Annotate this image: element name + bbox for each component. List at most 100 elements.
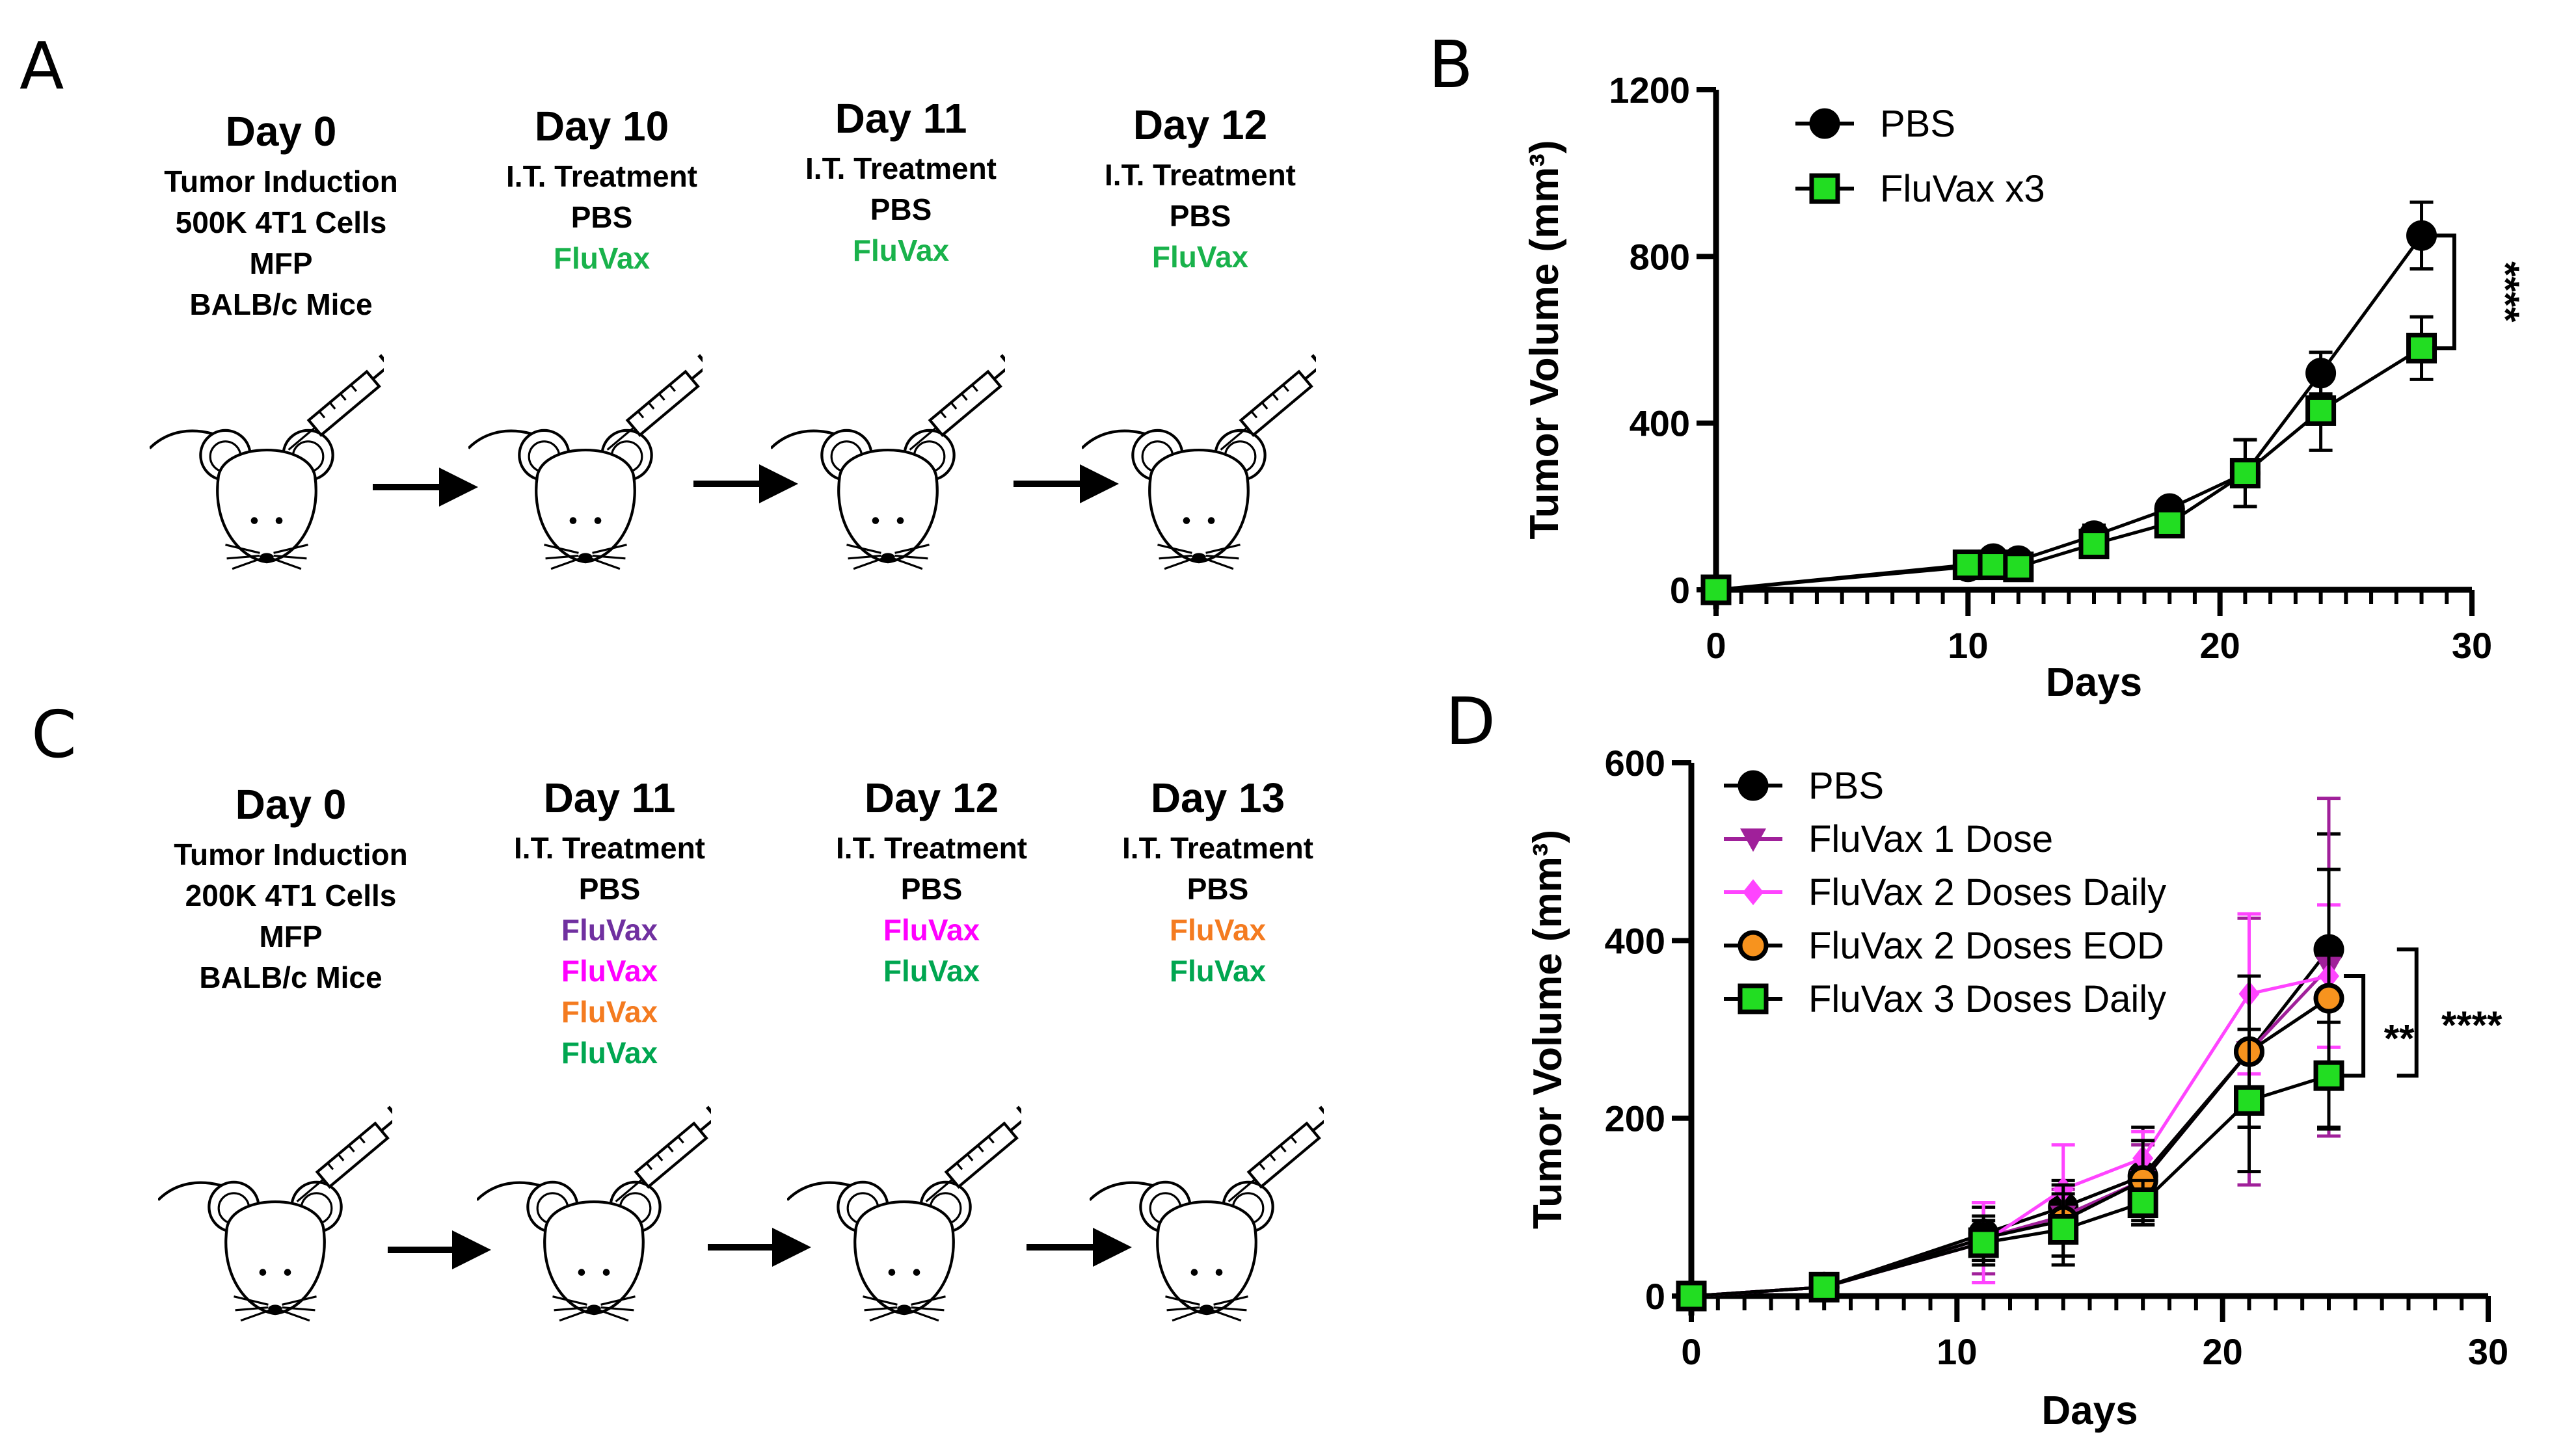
timeline-line: PBS	[1169, 199, 1231, 233]
x-tick-label: 20	[2200, 625, 2240, 666]
square-marker	[2127, 1187, 2158, 1218]
y-axis-title: Tumor Volume (mm³)	[1525, 830, 1570, 1229]
square-marker	[2305, 395, 2337, 426]
timeline-line: PBS	[578, 872, 641, 906]
significance-bracket	[2396, 947, 2419, 1078]
legend-label: FluVax x3	[1880, 168, 2045, 210]
timeline-column-a-0: Day 0 Tumor Induction 500K 4T1 Cells MFP BAL…	[164, 111, 397, 325]
triangle-down-marker	[1740, 828, 1766, 852]
timeline-line: BALB/c Mice	[199, 960, 382, 994]
y-tick-label: 800	[1630, 236, 1690, 277]
y-axis-title: Tumor Volume (mm³)	[1522, 140, 1567, 539]
timeline-line: I.T. Treatment	[1105, 158, 1296, 192]
y-tick-label: 0	[1645, 1276, 1665, 1317]
timeline-line: 200K 4T1 Cells	[185, 879, 397, 912]
day-title: Day 0	[225, 108, 337, 155]
significance-label: **	[2384, 1017, 2415, 1061]
legend-label: PBS	[1880, 103, 1955, 145]
timeline-column-a-1: Day 10 I.T. Treatment PBS FluVax	[506, 105, 697, 279]
y-tick-label: 0	[1670, 570, 1690, 611]
timeline-line: PBS	[900, 872, 963, 906]
square-marker	[2003, 551, 2034, 583]
square-marker	[2048, 1214, 2079, 1245]
timeline-line: FluVax	[883, 954, 980, 988]
timeline-column-c-3: Day 13 I.T. Treatment PBS FluVax FluVax	[1122, 777, 1313, 992]
square-marker	[2234, 1085, 2264, 1116]
series-line	[1691, 1074, 2329, 1298]
circle-marker	[1738, 930, 1769, 961]
square-marker	[1676, 1280, 1707, 1312]
square-marker	[1738, 983, 1769, 1014]
circle-marker	[1809, 108, 1840, 139]
timeline-line: Tumor Induction	[174, 838, 408, 871]
timeline-column-c-2: Day 12 I.T. Treatment PBS FluVax FluVax	[836, 777, 1027, 992]
timeline-line: FluVax	[553, 241, 651, 275]
legend-label: FluVax 3 Doses Daily	[1808, 978, 2166, 1020]
significance-bracket	[2432, 233, 2456, 351]
x-tick-label: 0	[1681, 1331, 1701, 1372]
x-tick-label: 10	[1937, 1331, 1977, 1372]
significance-bracket	[2344, 974, 2366, 1078]
y-tick-label: 200	[1605, 1098, 1665, 1139]
series-line	[1691, 997, 2330, 1298]
timeline-line: PBS	[570, 200, 633, 234]
timeline-line: PBS	[1187, 872, 1249, 906]
square-marker	[2229, 458, 2261, 489]
circle-marker	[1738, 770, 1769, 801]
timeline-line: PBS	[870, 192, 932, 226]
y-tick-label: 400	[1605, 920, 1665, 961]
day-title: Day 11	[835, 95, 967, 142]
timeline-line: FluVax	[561, 954, 658, 988]
x-tick-label: 30	[2452, 625, 2492, 666]
x-tick-label: 30	[2468, 1331, 2508, 1372]
timeline-column-c-1: Day 11 I.T. Treatment PBS FluVax FluVax FluVa…	[514, 777, 705, 1074]
day-title: Day 11	[543, 774, 676, 821]
panel-label-b: B	[1429, 27, 1473, 103]
series-fluvax-x3	[1700, 315, 2437, 605]
square-marker	[1809, 173, 1840, 204]
x-tick-label: 0	[1706, 625, 1726, 666]
timeline-line: FluVax	[852, 233, 950, 267]
panel-label-c: C	[31, 696, 77, 773]
timeline-line: 500K 4T1 Cells	[175, 205, 387, 239]
y-tick-label: 600	[1605, 743, 1665, 784]
panel-label-a: A	[20, 28, 64, 104]
x-tick-label: 20	[2203, 1331, 2243, 1372]
day-title: Day 10	[534, 103, 669, 150]
day-title: Day 13	[1150, 774, 1285, 821]
significance-label: ****	[2484, 261, 2527, 323]
timeline-line: FluVax	[1151, 240, 1249, 274]
timeline-line: FluVax	[561, 995, 658, 1029]
square-marker	[1968, 1227, 1999, 1258]
timeline-line: FluVax	[1169, 954, 1267, 988]
timeline-line: I.T. Treatment	[836, 831, 1027, 865]
timeline-line: BALB/c Mice	[189, 287, 373, 321]
legend-label: FluVax 2 Doses EOD	[1808, 925, 2164, 967]
legend-label: PBS	[1808, 765, 1884, 807]
timeline-line: FluVax	[1169, 913, 1267, 947]
square-marker	[2154, 507, 2185, 538]
legend-label: FluVax 2 Doses Daily	[1808, 871, 2166, 914]
legend-label: FluVax 1 Dose	[1808, 818, 2053, 860]
timeline-line: I.T. Treatment	[514, 831, 705, 865]
panel-label-d: D	[1445, 683, 1496, 760]
y-tick-label: 400	[1630, 403, 1690, 444]
series-fluvax-3-doses-daily	[1676, 1020, 2344, 1312]
timeline-line: FluVax	[561, 1036, 658, 1070]
x-tick-label: 10	[1948, 625, 1988, 666]
timeline-column-a-2: Day 11 I.T. Treatment PBS FluVax	[805, 98, 997, 271]
timeline-line: Tumor Induction	[164, 165, 398, 198]
x-axis-title: Days	[2041, 1388, 2138, 1433]
timeline-line: MFP	[249, 246, 313, 280]
circle-marker	[2313, 983, 2344, 1014]
square-marker	[1808, 1271, 1840, 1303]
series-line	[1691, 974, 2329, 1298]
square-marker	[1952, 549, 1983, 581]
timeline-column-a-3: Day 12 I.T. Treatment PBS FluVax	[1105, 104, 1296, 278]
y-tick-label: 1200	[1609, 70, 1690, 111]
timeline-line: I.T. Treatment	[1122, 831, 1313, 865]
timeline-line: I.T. Treatment	[805, 152, 997, 185]
diamond-marker	[1743, 879, 1764, 905]
